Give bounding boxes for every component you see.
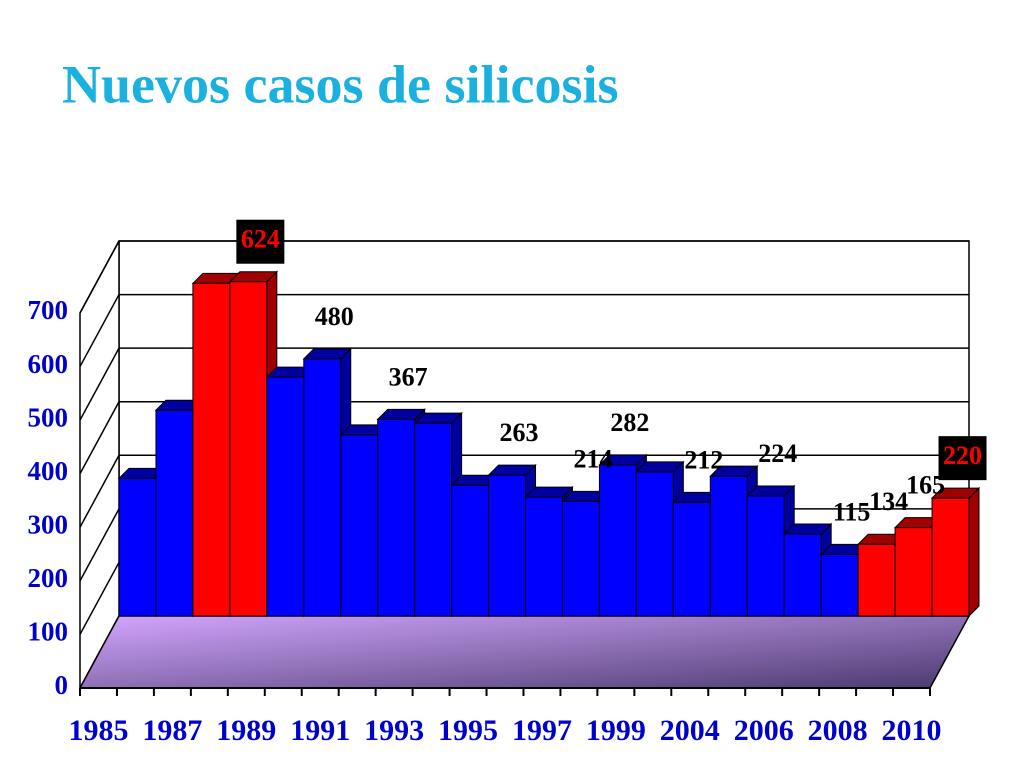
value-label: 367 [389,362,428,391]
value-label-box [236,219,285,264]
x-tick-label: 1993 [364,714,424,747]
value-label: 220 [943,441,982,470]
x-tick-label: 2008 [808,714,868,747]
y-tick-label: 500 [28,402,69,432]
bar [451,484,490,617]
x-tick-label: 1995 [438,714,498,747]
x-tick-label: 2004 [660,714,720,747]
grid-line [79,294,120,367]
grid-line [79,562,120,635]
bar [266,376,305,617]
bar [488,474,527,617]
floor [78,615,971,689]
grid-line [79,347,120,421]
bar [709,475,748,617]
value-label: 134 [869,487,908,516]
bar-side [968,486,980,618]
x-tick-label: 1999 [586,714,646,747]
bar [857,543,896,617]
chart-title: Nuevos casos de silicosis [62,54,619,114]
bar [561,500,600,617]
value-label-box [938,436,987,481]
bar [931,497,970,617]
x-tick-label: 1997 [512,714,572,747]
bar [192,282,231,617]
bar [672,501,711,617]
bar [820,553,859,617]
y-tick-label: 400 [28,456,69,486]
bar [894,527,933,617]
bar [598,464,637,617]
grid-line [79,454,120,528]
value-label: 624 [241,225,280,254]
y-tick-label: 100 [28,617,69,647]
bar [229,281,268,617]
x-tick-label: 1989 [216,714,276,747]
bar [783,533,822,617]
bar [414,422,453,617]
bar [118,477,157,617]
bar [303,358,342,617]
value-label: 212 [684,445,723,474]
bar [746,495,785,617]
y-tick-label: 0 [55,670,69,700]
value-label: 480 [315,302,354,331]
value-label: 263 [500,418,539,447]
y-tick-label: 600 [28,349,69,379]
side-wall [79,240,120,689]
bar [377,418,416,617]
x-tick-label: 1987 [142,714,202,747]
bar [155,409,194,617]
bar [340,434,379,617]
y-tick-label: 300 [28,509,69,539]
bar [635,471,674,617]
y-tick-label: 200 [28,563,69,593]
x-tick-label: 2010 [882,714,942,747]
value-label: 282 [610,408,649,437]
value-label: 115 [833,497,871,526]
x-tick-label: 1991 [290,714,350,747]
value-label: 224 [758,439,797,468]
x-tick-label: 2006 [734,714,794,747]
grid-line [79,401,120,475]
grid-line [79,240,120,314]
x-tick-label: 1985 [68,714,128,747]
value-label: 214 [573,444,612,473]
bar [525,496,563,617]
y-tick-label: 700 [28,295,69,325]
grid-line [79,508,120,582]
